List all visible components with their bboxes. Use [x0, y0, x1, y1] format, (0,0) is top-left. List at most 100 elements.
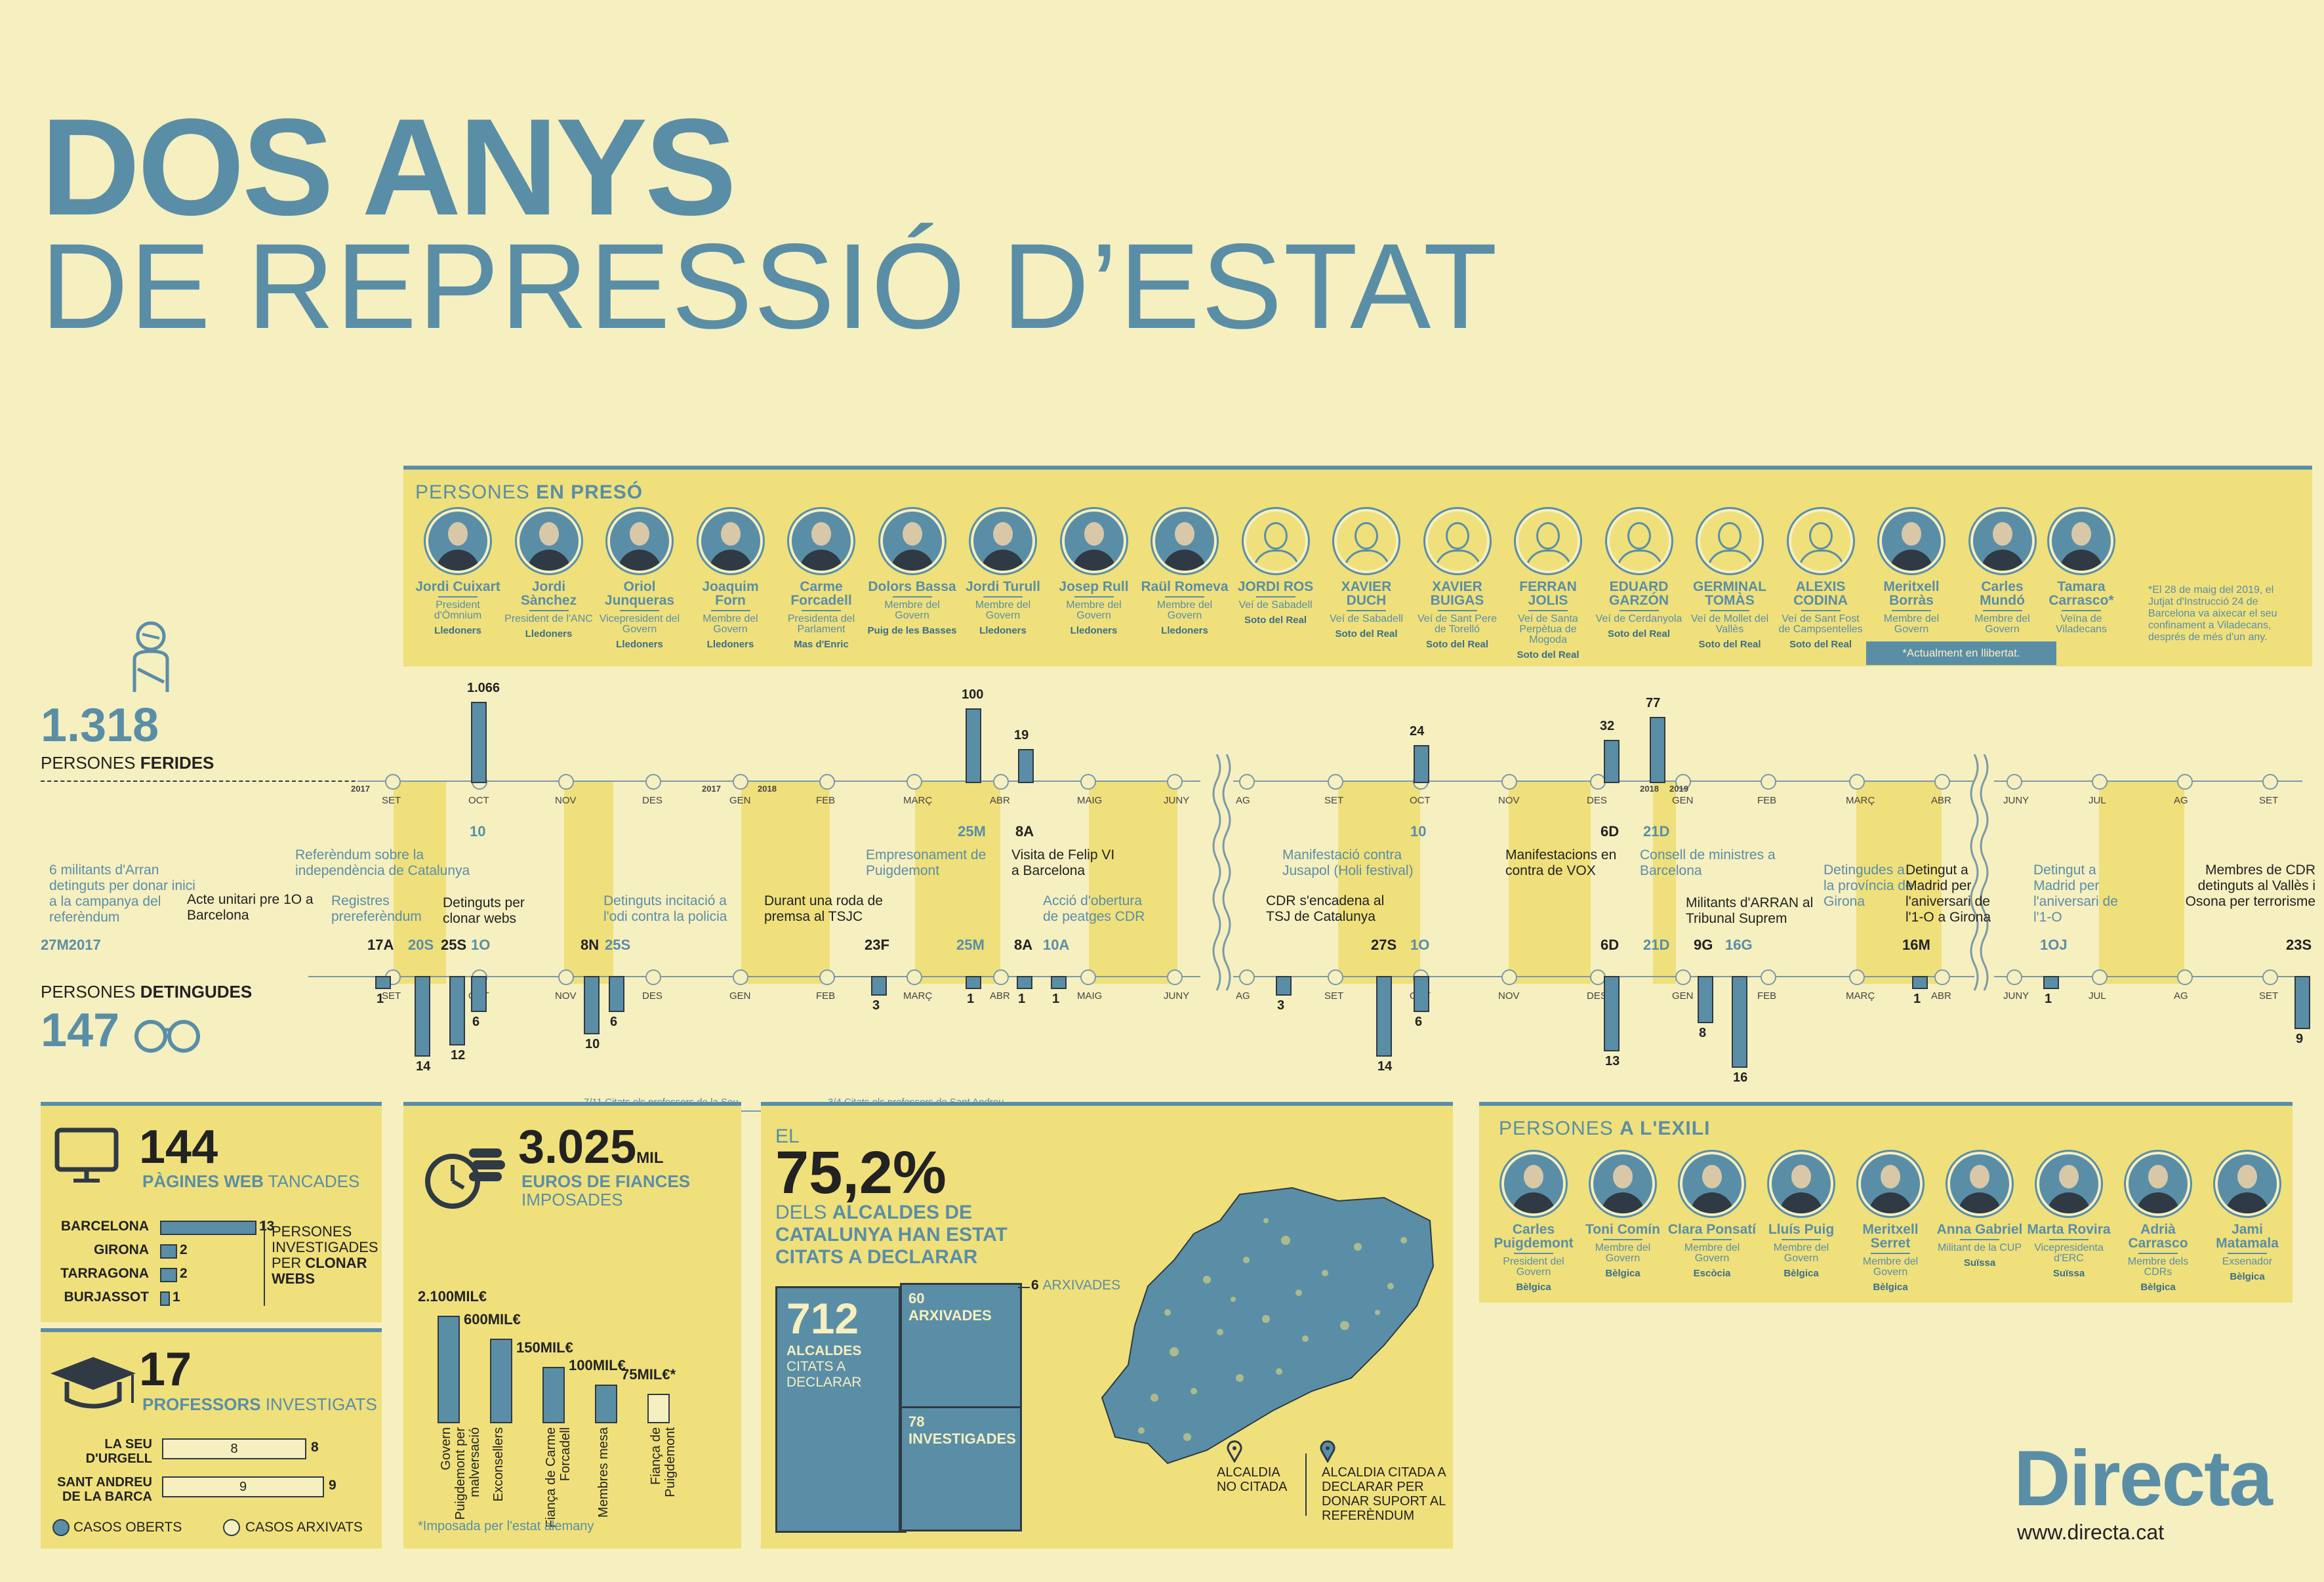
exile-name: Toni Comín — [1585, 1222, 1660, 1237]
divider — [983, 596, 1023, 598]
detained-bar-label: 6 — [610, 1015, 618, 1029]
highlight-band — [1653, 781, 1676, 984]
detained-bar-label: 14 — [1377, 1059, 1393, 1074]
month-label: MARÇ — [903, 990, 933, 1002]
month-dot — [1167, 774, 1183, 790]
legend-cited: ALCALDIA CITADA A DECLARAR PER DONAR SUP… — [1322, 1465, 1446, 1523]
avatar-head — [1970, 1165, 1989, 1188]
detained-bar-label: 9 — [2296, 1031, 2304, 1046]
event-date: 10A — [1043, 937, 1070, 953]
event-text: Manifestacions en contra de VOX — [1505, 847, 1617, 878]
event-text: Empresonament de Puigdemont — [866, 847, 987, 878]
prisoner-role: Veí de Sabadell — [1238, 599, 1313, 611]
injured-count: 1.318 — [41, 699, 159, 752]
month-label: ABR — [1931, 990, 1951, 1002]
event-date: 27S — [1371, 937, 1397, 953]
exile-country: Suïssa — [1963, 1257, 1996, 1268]
highlight-band — [915, 781, 1000, 984]
avatar — [1680, 1152, 1744, 1216]
month-dot — [2262, 774, 2278, 790]
prisoner-role: Veí de Sabadell — [1329, 613, 1404, 624]
injured-bar — [1414, 745, 1429, 783]
avatar-body — [1980, 550, 2024, 571]
avatar-body — [1869, 1192, 1912, 1213]
month-label: DES — [1587, 795, 1607, 806]
mayors-archived-small: 6 ARXIVADES — [1031, 1278, 1121, 1293]
title-sub: DE REPRESSIÓ D’ESTAT — [41, 219, 1499, 354]
event-date: 25S — [605, 937, 631, 953]
prisoner-name: XAVIER BUIGAS — [1430, 579, 1484, 608]
exile-name: Meritxell Serret — [1862, 1222, 1919, 1251]
pin-cited-icon — [1320, 1440, 1335, 1466]
year-label: 2018 — [758, 784, 777, 794]
freed-note: *Actualment en llibertat. — [1866, 641, 2056, 665]
event-text: Membres de CDR detinguts al Vallès i Oso… — [2185, 862, 2315, 909]
event-text: Registres prereferèndum — [331, 893, 422, 924]
avatar-head — [993, 522, 1013, 546]
webs-row-value: 2 — [180, 1266, 188, 1281]
graduation-cap-icon — [47, 1350, 139, 1419]
event-text: Detinguts per clonar webs — [443, 895, 525, 926]
avatar — [698, 509, 763, 573]
avatar-head — [1902, 522, 1921, 546]
detained-bar-label: 1 — [967, 992, 975, 1006]
event-date: 25M — [956, 937, 985, 953]
exile-panel: PERSONES A L'EXILI Carles Puigdemont Pres… — [1479, 1102, 2293, 1303]
exile-heading: PERSONES A L'EXILI — [1499, 1118, 1711, 1139]
avatar — [1501, 1152, 1566, 1216]
title-main: DOS ANYS — [41, 90, 737, 244]
prisoner-card: Meritxell Borràs Membre del Govern — [1867, 509, 1956, 639]
detained-axis — [1994, 976, 2302, 977]
month-dot — [1080, 774, 1096, 790]
prisoner-name: Raül Romeva — [1141, 579, 1229, 594]
prisoner-card: JORDI ROS Veí de Sabadell Soto del Real — [1231, 509, 1320, 626]
event-date: 20S — [408, 937, 434, 953]
bail-bar-category: Govern Puigdemont per malversació — [439, 1427, 482, 1520]
bail-total: 3.025MIL — [518, 1121, 664, 1173]
injured-axis — [1994, 781, 2302, 782]
divider — [802, 610, 841, 611]
avatar-head — [2059, 1165, 2079, 1188]
detained-bar-label: 1 — [1018, 992, 1026, 1006]
prisoner-role: Vicepresident del Govern — [599, 613, 680, 635]
prisoner-location: Lledoners — [979, 625, 1027, 636]
avatar-head — [1992, 522, 2012, 546]
month-dot — [1328, 774, 1343, 790]
avatar-head — [720, 522, 741, 546]
avatar — [1425, 509, 1490, 573]
event-date: 16G — [1725, 937, 1753, 953]
month-dot — [385, 774, 401, 790]
detained-bar-label: 12 — [451, 1048, 466, 1063]
event-text: Detingut a Madrid per l'aniversari de l'… — [1906, 862, 1991, 925]
detained-bar — [1276, 976, 1292, 996]
prof-row-label: SANT ANDREU DE LA BARCA — [57, 1475, 152, 1504]
event-text: Consell de ministres a Barcelona — [1640, 847, 1776, 878]
exile-card: Carles Puigdemont President del Govern Bèl… — [1489, 1152, 1578, 1293]
avatar-head — [1536, 522, 1560, 550]
avatar-body — [1252, 550, 1300, 571]
exile-role: Membre del Govern — [1773, 1242, 1829, 1264]
injured-bar-label: 19 — [1014, 728, 1029, 743]
divider — [620, 610, 659, 611]
exile-country: Bèlgica — [1516, 1282, 1551, 1293]
prisoner-card: Jordi Turull Membre del Govern Lledoners — [958, 509, 1048, 636]
mayors-percent: 75,2% — [775, 1139, 947, 1206]
detained-bar — [471, 976, 487, 1012]
prisoner-card: ALEXIS CODINA Veí de Sant Fost de Campsen… — [1776, 509, 1865, 650]
avatar — [1858, 1152, 1923, 1216]
prisoner-card: XAVIER DUCH Veí de Sabadell Soto del Real — [1322, 509, 1411, 639]
divider — [1255, 596, 1295, 598]
highlight-band — [394, 781, 446, 984]
event-text: CDR s'encadena al TSJ de Catalunya — [1266, 893, 1385, 924]
prisoner-name: JORDI ROS — [1237, 579, 1314, 594]
month-label: FEB — [816, 795, 836, 806]
bail-bar — [490, 1339, 512, 1423]
month-dot — [1934, 774, 1950, 790]
webs-row-label: TARRAGONA — [60, 1266, 149, 1281]
prof-archived-bar: 8 — [162, 1438, 306, 1459]
prisoner-card: GERMINAL TOMÀS Veí de Mollet del Vallès So… — [1685, 509, 1774, 650]
divider — [2049, 1239, 2089, 1240]
exile-role: Exsenador — [2222, 1256, 2273, 1267]
event-text: Detingut a Madrid per l'aniversari de l'… — [2033, 862, 2118, 925]
directa-url[interactable]: www.directa.cat — [2017, 1520, 2165, 1544]
